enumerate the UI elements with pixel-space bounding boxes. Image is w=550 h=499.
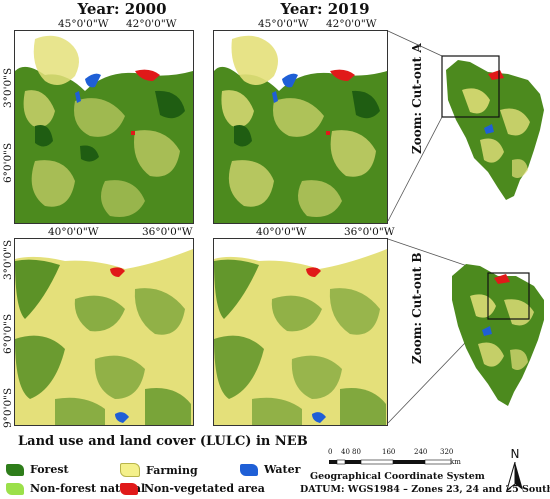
zoom-label-b: Zoom: Cut-out B [410,252,424,364]
connector-b-bottom [387,318,489,424]
map-2019-cutout-a [213,30,388,224]
tick-bottom-right-lon1: 40°0'0"W [256,226,307,238]
tick-top-right-lon2: 42°0'0"W [326,18,377,30]
scale-bar-graphic [329,459,452,465]
scale-label-160: 160 [382,448,396,456]
scale-unit: km [450,458,461,466]
legend-swatch-forest [6,463,24,476]
map-2000-cutout-b [14,238,194,426]
map-2019-cutout-b [213,238,388,426]
north-arrow: N [502,443,528,492]
legend-label-water: Water [264,463,301,476]
tick-top-lat2: 6°0'0"S [2,142,14,183]
cutout-a-box [441,55,500,118]
tick-bottom-left-lon2: 36°0'0"W [142,226,193,238]
cutout-b-box [487,272,530,320]
legend-swatch-water [240,463,258,476]
tick-bottom-left-lon1: 40°0'0"W [48,226,99,238]
overview-map-a [441,55,544,200]
north-label: N [510,447,520,461]
legend-label-non-forest-natural: Non-forest natural [30,482,146,495]
legend-swatch-non-forest-natural [6,482,24,495]
scale-bar: 0 40 80 160 240 320 km [328,448,461,468]
legend-swatch-farming [120,463,140,477]
legend-label-farming: Farming [146,463,198,477]
scale-label-40: 40 [341,448,350,456]
legend-label-non-vegetated-area: Non-vegetated area [144,482,265,495]
tick-top-lat1: 3°0'0"S [2,67,14,108]
connector-b-top [387,238,489,274]
map-2000-cutout-a [14,30,194,224]
scale-label-320: 320 [440,448,454,456]
title-year-2000: Year: 2000 [77,0,167,18]
title-year-2019: Year: 2019 [280,0,370,18]
tick-bottom-lat2: 6°0'0"S [2,313,14,354]
tick-top-left-lon1: 45°0'0"W [58,18,109,30]
legend-item-farming: Farming [120,463,198,477]
legend-title: Land use and land cover (LULC) in NEB [18,434,308,449]
tick-top-right-lon1: 45°0'0"W [258,18,309,30]
legend-item-forest: Forest [6,463,69,476]
coordinate-system-line1: Geographical Coordinate System [310,471,485,482]
north-arrow-icon [506,462,523,492]
scale-label-80: 80 [352,448,361,456]
tick-bottom-right-lon2: 36°0'0"W [344,226,395,238]
legend-item-non-vegetated-area: Non-vegetated area [120,482,265,495]
legend-label-forest: Forest [30,463,69,476]
legend-item-non-forest-natural: Non-forest natural [6,482,145,495]
overview-map-b [452,264,544,406]
coordinate-system-line2: DATUM: WGS1984 – Zones 23, 24 and 25 Sou… [300,484,550,495]
zoom-label-a: Zoom: Cut-out A [410,43,424,154]
tick-bottom-lat1: 3°0'0"S [2,239,14,280]
legend-swatch-non-vegetated-area [120,482,138,495]
tick-bottom-lat3: 9°0'0"S [2,387,14,428]
legend-item-water: Water [240,463,300,476]
tick-top-left-lon2: 42°0'0"W [126,18,177,30]
scale-label-240: 240 [414,448,428,456]
scale-label-0: 0 [328,448,333,456]
